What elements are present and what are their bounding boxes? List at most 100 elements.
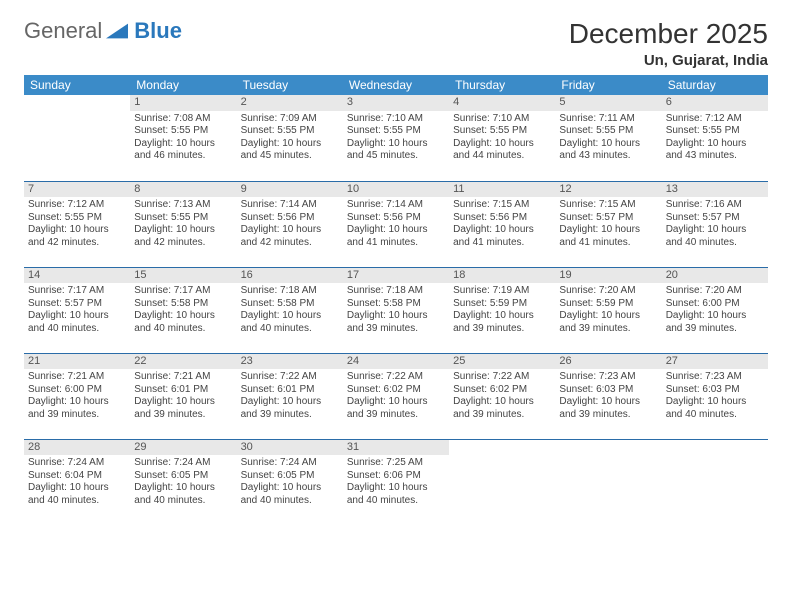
calendar-cell: 13Sunrise: 7:16 AMSunset: 5:57 PMDayligh… <box>662 181 768 267</box>
calendar-row: .1Sunrise: 7:08 AMSunset: 5:55 PMDayligh… <box>24 95 768 181</box>
weekday-tuesday: Tuesday <box>237 75 343 95</box>
calendar-cell: 4Sunrise: 7:10 AMSunset: 5:55 PMDaylight… <box>449 95 555 181</box>
calendar-cell: 16Sunrise: 7:18 AMSunset: 5:58 PMDayligh… <box>237 267 343 353</box>
calendar-cell: 26Sunrise: 7:23 AMSunset: 6:03 PMDayligh… <box>555 353 661 439</box>
sunrise-text: Sunrise: 7:14 AM <box>241 199 339 212</box>
day-number: 11 <box>449 182 555 198</box>
sunrise-text: Sunrise: 7:17 AM <box>28 285 126 298</box>
sunset-text: Sunset: 6:00 PM <box>28 384 126 397</box>
sunrise-text: Sunrise: 7:24 AM <box>134 457 232 470</box>
day-number: 20 <box>662 268 768 284</box>
day-number: 1 <box>130 95 236 111</box>
sunrise-text: Sunrise: 7:17 AM <box>134 285 232 298</box>
daylight-text: Daylight: 10 hours and 43 minutes. <box>666 138 764 163</box>
calendar-cell: 10Sunrise: 7:14 AMSunset: 5:56 PMDayligh… <box>343 181 449 267</box>
sunrise-text: Sunrise: 7:13 AM <box>134 199 232 212</box>
day-number: 27 <box>662 354 768 370</box>
day-number: 19 <box>555 268 661 284</box>
daylight-text: Daylight: 10 hours and 39 minutes. <box>453 396 551 421</box>
day-number: 24 <box>343 354 449 370</box>
calendar-cell: 8Sunrise: 7:13 AMSunset: 5:55 PMDaylight… <box>130 181 236 267</box>
sunrise-text: Sunrise: 7:22 AM <box>347 371 445 384</box>
sunset-text: Sunset: 5:58 PM <box>347 298 445 311</box>
day-number: 26 <box>555 354 661 370</box>
sunrise-text: Sunrise: 7:15 AM <box>559 199 657 212</box>
calendar-cell: 2Sunrise: 7:09 AMSunset: 5:55 PMDaylight… <box>237 95 343 181</box>
daylight-text: Daylight: 10 hours and 39 minutes. <box>347 310 445 335</box>
daylight-text: Daylight: 10 hours and 40 minutes. <box>666 396 764 421</box>
daylight-text: Daylight: 10 hours and 40 minutes. <box>28 310 126 335</box>
calendar-cell: 22Sunrise: 7:21 AMSunset: 6:01 PMDayligh… <box>130 353 236 439</box>
weekday-header-row: Sunday Monday Tuesday Wednesday Thursday… <box>24 75 768 95</box>
day-number: 3 <box>343 95 449 111</box>
sunset-text: Sunset: 5:55 PM <box>453 125 551 138</box>
calendar-row: 14Sunrise: 7:17 AMSunset: 5:57 PMDayligh… <box>24 267 768 353</box>
day-number: 8 <box>130 182 236 198</box>
daylight-text: Daylight: 10 hours and 40 minutes. <box>666 224 764 249</box>
sunset-text: Sunset: 6:01 PM <box>241 384 339 397</box>
calendar-cell: . <box>449 439 555 525</box>
sunrise-text: Sunrise: 7:21 AM <box>134 371 232 384</box>
sunset-text: Sunset: 5:56 PM <box>453 212 551 225</box>
weekday-sunday: Sunday <box>24 75 130 95</box>
calendar-row: 28Sunrise: 7:24 AMSunset: 6:04 PMDayligh… <box>24 439 768 525</box>
sunrise-text: Sunrise: 7:23 AM <box>559 371 657 384</box>
calendar-cell: 1 Sunrise: 7:08 AMSunset: 5:55 PMDaylight… <box>130 95 236 181</box>
daylight-text: Daylight: 10 hours and 39 minutes. <box>134 396 232 421</box>
daylight-text: Daylight: 10 hours and 39 minutes. <box>559 310 657 335</box>
daylight-text: Daylight: 10 hours and 42 minutes. <box>134 224 232 249</box>
day-number: 4 <box>449 95 555 111</box>
day-number: 17 <box>343 268 449 284</box>
logo-triangle-icon <box>106 23 128 39</box>
day-number: 23 <box>237 354 343 370</box>
daylight-text: Daylight: 10 hours and 44 minutes. <box>453 138 551 163</box>
day-number: 12 <box>555 182 661 198</box>
calendar-cell: 28Sunrise: 7:24 AMSunset: 6:04 PMDayligh… <box>24 439 130 525</box>
sunset-text: Sunset: 5:56 PM <box>347 212 445 225</box>
calendar-cell: 17Sunrise: 7:18 AMSunset: 5:58 PMDayligh… <box>343 267 449 353</box>
sunrise-text: Sunrise: 7:16 AM <box>666 199 764 212</box>
sunset-text: Sunset: 5:57 PM <box>28 298 126 311</box>
calendar-cell: 15Sunrise: 7:17 AMSunset: 5:58 PMDayligh… <box>130 267 236 353</box>
daylight-text: Daylight: 10 hours and 45 minutes. <box>241 138 339 163</box>
daylight-text: Daylight: 10 hours and 42 minutes. <box>241 224 339 249</box>
sunset-text: Sunset: 5:55 PM <box>134 125 232 138</box>
sunrise-text: Sunrise: 7:10 AM <box>347 113 445 126</box>
sunrise-text: Sunrise: 7:19 AM <box>453 285 551 298</box>
daylight-text: Daylight: 10 hours and 40 minutes. <box>347 482 445 507</box>
daylight-text: Daylight: 10 hours and 43 minutes. <box>559 138 657 163</box>
location-label: Un, Gujarat, India <box>569 52 768 69</box>
sunrise-text: Sunrise: 7:25 AM <box>347 457 445 470</box>
daylight-text: Daylight: 10 hours and 39 minutes. <box>559 396 657 421</box>
calendar-cell: 20Sunrise: 7:20 AMSunset: 6:00 PMDayligh… <box>662 267 768 353</box>
sunrise-text: Sunrise: 7:09 AM <box>241 113 339 126</box>
day-number: 2 <box>237 95 343 111</box>
logo-text-blue: Blue <box>134 18 182 44</box>
daylight-text: Daylight: 10 hours and 40 minutes. <box>241 482 339 507</box>
daylight-text: Daylight: 10 hours and 40 minutes. <box>28 482 126 507</box>
daylight-text: Daylight: 10 hours and 39 minutes. <box>666 310 764 335</box>
daylight-text: Daylight: 10 hours and 40 minutes. <box>134 310 232 335</box>
day-number: 9 <box>237 182 343 198</box>
sunset-text: Sunset: 5:57 PM <box>666 212 764 225</box>
day-number: 13 <box>662 182 768 198</box>
daylight-text: Daylight: 10 hours and 46 minutes. <box>134 138 232 163</box>
sunrise-text: Sunrise: 7:21 AM <box>28 371 126 384</box>
sunset-text: Sunset: 5:55 PM <box>347 125 445 138</box>
calendar-cell: 18Sunrise: 7:19 AMSunset: 5:59 PMDayligh… <box>449 267 555 353</box>
day-number: 31 <box>343 440 449 456</box>
sunset-text: Sunset: 6:04 PM <box>28 470 126 483</box>
calendar-cell: 25Sunrise: 7:22 AMSunset: 6:02 PMDayligh… <box>449 353 555 439</box>
calendar-cell: 30Sunrise: 7:24 AMSunset: 6:05 PMDayligh… <box>237 439 343 525</box>
calendar-cell: 5Sunrise: 7:11 AMSunset: 5:55 PMDaylight… <box>555 95 661 181</box>
sunrise-text: Sunrise: 7:20 AM <box>559 285 657 298</box>
calendar-cell: 27Sunrise: 7:23 AMSunset: 6:03 PMDayligh… <box>662 353 768 439</box>
sunrise-text: Sunrise: 7:24 AM <box>28 457 126 470</box>
day-number: 7 <box>24 182 130 198</box>
sunset-text: Sunset: 5:55 PM <box>134 212 232 225</box>
day-number: 29 <box>130 440 236 456</box>
day-number: 30 <box>237 440 343 456</box>
calendar-cell: 24Sunrise: 7:22 AMSunset: 6:02 PMDayligh… <box>343 353 449 439</box>
calendar-row: 21Sunrise: 7:21 AMSunset: 6:00 PMDayligh… <box>24 353 768 439</box>
sunrise-text: Sunrise: 7:08 AM <box>134 113 232 126</box>
